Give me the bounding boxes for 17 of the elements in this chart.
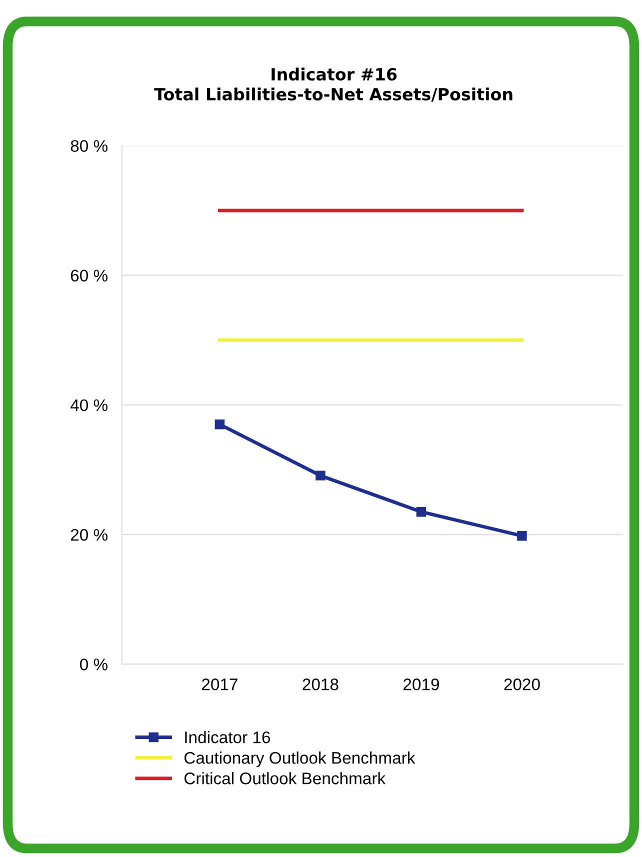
y-tick-label: 60 %	[70, 270, 108, 282]
legend-label: Critical Outlook Benchmark	[184, 772, 386, 784]
x-tick-label: 2019	[404, 678, 439, 690]
point	[316, 470, 326, 480]
y-tick-label: 20 %	[70, 528, 108, 541]
chart-title: Indicator #16 Total Liabilities-to-Net Assets/Position	[154, 68, 512, 102]
point	[214, 420, 225, 430]
legend-label: Cautionary Outlook Benchmark	[184, 752, 416, 768]
y-tick-label: 0 %	[80, 658, 108, 670]
y-tick-label: 40 %	[70, 399, 108, 412]
x-tick-label: 2017	[202, 678, 238, 690]
x-tick-label: 2018	[302, 678, 338, 690]
legend-label: Indicator 16	[185, 731, 270, 744]
y-tick-label: 80 %	[70, 140, 108, 152]
point	[517, 530, 527, 541]
point	[416, 507, 426, 517]
x-tick-label: 2020	[504, 678, 540, 690]
